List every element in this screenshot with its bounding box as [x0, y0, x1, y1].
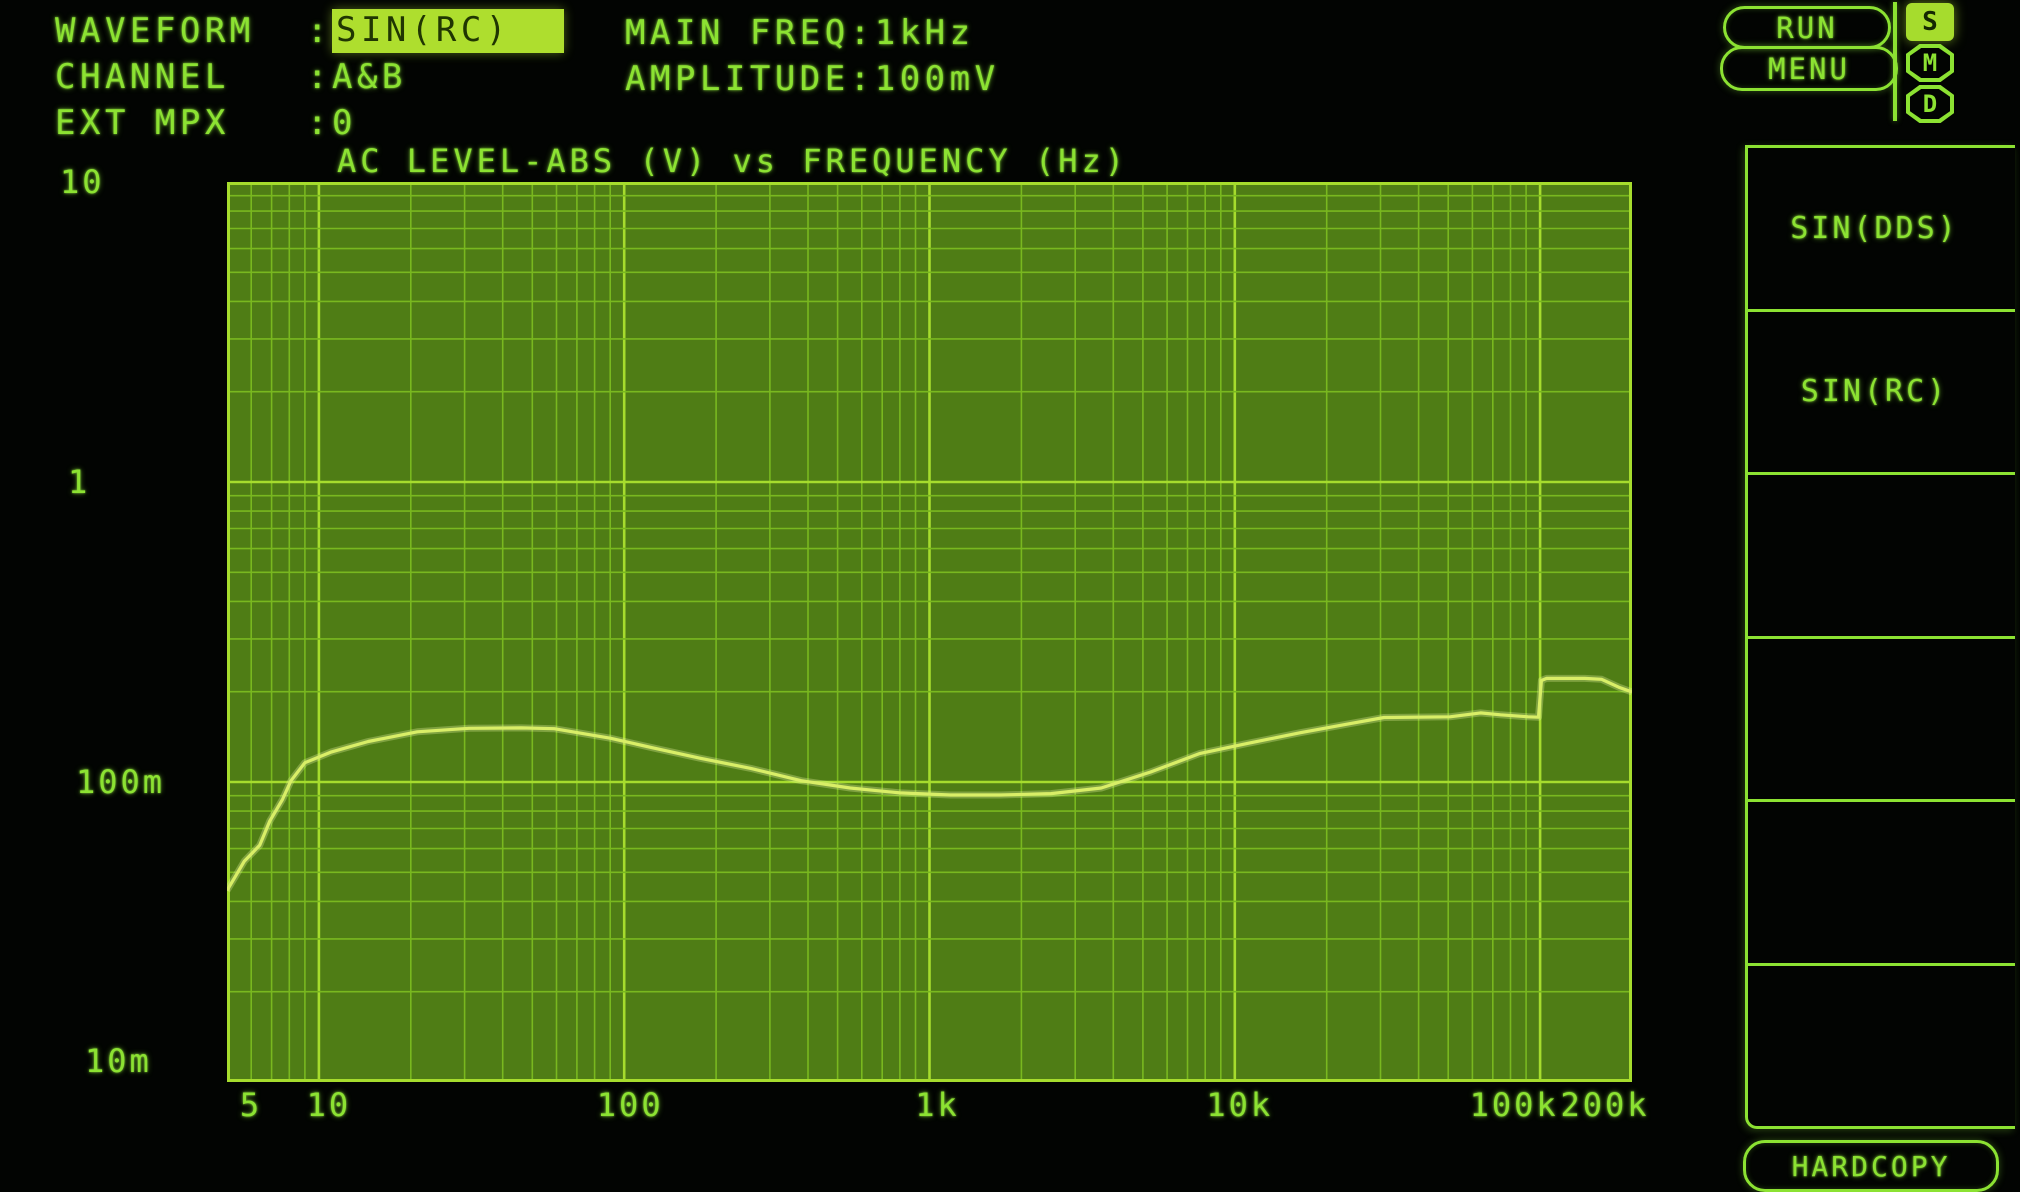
y-tick-label-10m: 10m	[85, 1042, 152, 1080]
ext-mpx-value[interactable]: 0	[331, 103, 357, 143]
separator: :	[307, 57, 332, 97]
main-freq-label: MAIN FREQ	[625, 13, 850, 53]
x-tick-label-10: 10	[306, 1086, 352, 1124]
x-tick-label-100k: 100k	[1469, 1086, 1559, 1124]
badge-d-label: D	[1910, 89, 1950, 119]
field-main-freq: MAIN FREQ:1kHz	[625, 12, 1000, 58]
channel-label: CHANNEL	[55, 57, 230, 97]
hardcopy-button[interactable]: HARDCOPY	[1743, 1140, 1999, 1192]
chart-title: AC LEVEL-ABS (V) vs FREQUENCY (Hz)	[337, 142, 1129, 180]
y-tick-label-1: 1	[68, 463, 91, 501]
field-ext-mpx: EXT MPX:0	[55, 100, 564, 146]
separator: :	[849, 59, 875, 99]
frequency-response-plot	[227, 182, 1632, 1082]
ext-mpx-label: EXT MPX	[55, 103, 230, 143]
params-block: MAIN FREQ:1kHz AMPLITUDE:100mV	[625, 12, 1000, 104]
x-tick-label-10k: 10k	[1206, 1086, 1274, 1124]
x-tick-label-200k: 200k	[1560, 1086, 1650, 1124]
softkey-empty-3[interactable]	[1748, 472, 2015, 636]
x-tick-label-100: 100	[596, 1086, 664, 1124]
field-amplitude: AMPLITUDE:100mV	[625, 58, 1000, 104]
run-button[interactable]: RUN	[1723, 6, 1891, 49]
y-tick-label-100m: 100m	[76, 763, 166, 801]
waveform-label: WAVEFORM	[55, 11, 255, 51]
amplitude-label: AMPLITUDE	[625, 59, 850, 99]
separator: :	[307, 103, 332, 143]
softkey-empty-6[interactable]	[1748, 962, 2015, 1127]
hardcopy-button-label: HARDCOPY	[1791, 1149, 1951, 1183]
badge-m-mode: M	[1906, 44, 1954, 82]
softkey-empty-5[interactable]	[1748, 799, 2015, 963]
y-tick-label-10: 10	[60, 163, 105, 201]
menu-button-label: MENU	[1768, 51, 1850, 86]
softkey-sin-dds[interactable]: SIN(DDS)	[1748, 145, 2015, 309]
status-block: WAVEFORM: SIN(RC) CHANNEL: A&B EXT MPX:0	[55, 8, 564, 146]
x-tick-label-1k: 1k	[915, 1086, 960, 1124]
channel-value[interactable]: A&B	[331, 57, 407, 97]
softkey-label: SIN(RC)	[1800, 374, 1949, 410]
softkey-label: SIN(DDS)	[1790, 210, 1959, 246]
run-button-label: RUN	[1776, 10, 1838, 45]
softkey-empty-4[interactable]	[1748, 635, 2015, 800]
response-trace	[227, 676, 1632, 892]
badge-single-label: S	[1906, 3, 1954, 41]
softkey-column: SIN(DDS) SIN(RC)	[1745, 145, 2015, 1129]
badge-separator-line	[1893, 2, 1897, 121]
main-freq-value[interactable]: 1kHz	[874, 13, 975, 53]
badge-d-mode: D	[1906, 85, 1954, 123]
menu-button[interactable]: MENU	[1720, 46, 1898, 91]
badge-single-mode: S	[1906, 3, 1954, 41]
softkey-sin-rc[interactable]: SIN(RC)	[1748, 308, 2015, 473]
separator: :	[307, 11, 332, 51]
amplitude-value[interactable]: 100mV	[874, 59, 1000, 99]
separator: :	[849, 13, 875, 53]
x-tick-label-5: 5	[239, 1086, 263, 1124]
field-channel: CHANNEL: A&B	[55, 54, 564, 100]
mode-badges: S M D	[1906, 3, 1956, 126]
badge-m-label: M	[1910, 48, 1950, 78]
field-waveform: WAVEFORM: SIN(RC)	[55, 8, 564, 54]
waveform-value-selected[interactable]: SIN(RC)	[331, 9, 564, 53]
